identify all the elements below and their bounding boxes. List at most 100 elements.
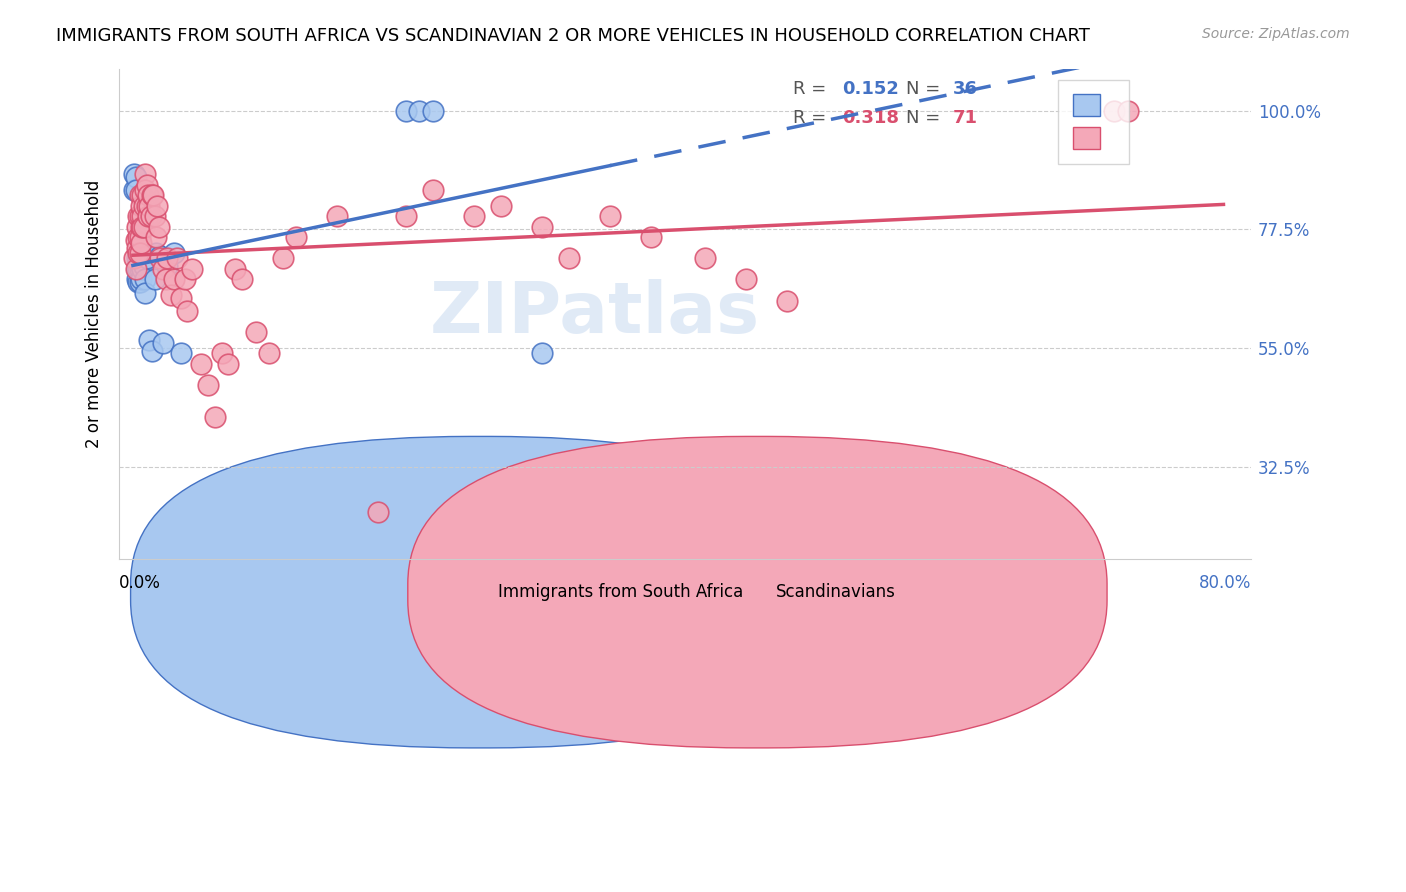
Point	[128, 230, 150, 244]
Point	[127, 275, 149, 289]
Point	[156, 260, 179, 274]
Point	[134, 183, 156, 197]
Point	[125, 262, 148, 277]
Text: N =: N =	[905, 109, 946, 127]
Point	[367, 505, 389, 519]
Point	[257, 346, 280, 360]
Point	[127, 252, 149, 266]
Point	[197, 378, 219, 392]
Point	[163, 246, 186, 260]
Point	[142, 188, 165, 202]
Point	[145, 246, 167, 260]
Point	[131, 209, 153, 223]
Point	[160, 288, 183, 302]
Point	[558, 252, 581, 266]
Legend: , : ,	[1059, 80, 1129, 164]
Point	[131, 262, 153, 277]
Point	[408, 103, 430, 118]
Point	[530, 346, 553, 360]
Point	[245, 325, 267, 339]
Point	[166, 252, 188, 266]
Point	[122, 252, 145, 266]
Point	[422, 103, 444, 118]
Point	[129, 260, 152, 274]
Point	[1116, 103, 1139, 118]
Text: R =: R =	[793, 80, 831, 98]
Point	[422, 183, 444, 197]
Text: ZIPatlas: ZIPatlas	[429, 279, 759, 348]
Point	[271, 252, 294, 266]
Point	[136, 188, 159, 202]
Point	[489, 199, 512, 213]
Point	[152, 335, 174, 350]
Point	[125, 272, 148, 286]
Point	[156, 252, 179, 266]
Point	[128, 246, 150, 260]
Text: 0.0%: 0.0%	[120, 574, 162, 591]
Text: 0.152: 0.152	[842, 80, 900, 98]
Text: Immigrants from South Africa: Immigrants from South Africa	[498, 583, 744, 601]
Point	[224, 262, 246, 277]
Text: 36: 36	[953, 80, 979, 98]
Point	[128, 188, 150, 202]
Point	[394, 103, 416, 118]
Text: R =: R =	[793, 109, 831, 127]
Point	[124, 233, 146, 247]
Point	[122, 183, 145, 197]
Point	[735, 272, 758, 286]
FancyBboxPatch shape	[131, 436, 830, 747]
Point	[124, 183, 146, 197]
Point	[127, 262, 149, 277]
Point	[138, 333, 160, 347]
Point	[135, 178, 157, 192]
Point	[124, 169, 146, 184]
Point	[326, 209, 349, 223]
Point	[141, 188, 163, 202]
FancyBboxPatch shape	[408, 436, 1107, 747]
Point	[141, 343, 163, 358]
Point	[122, 167, 145, 181]
Point	[138, 199, 160, 213]
Point	[190, 357, 212, 371]
Point	[599, 209, 621, 223]
Point	[134, 272, 156, 286]
Point	[129, 219, 152, 234]
Point	[776, 293, 799, 308]
Point	[180, 262, 202, 277]
Point	[132, 219, 155, 234]
Point	[152, 262, 174, 277]
Point	[132, 246, 155, 260]
Point	[128, 275, 150, 289]
Point	[127, 230, 149, 244]
Point	[143, 209, 166, 223]
Point	[129, 272, 152, 286]
Point	[136, 209, 159, 223]
Point	[129, 199, 152, 213]
Point	[146, 199, 169, 213]
Point	[285, 230, 308, 244]
Point	[125, 252, 148, 266]
Point	[127, 209, 149, 223]
Point	[231, 272, 253, 286]
Text: IMMIGRANTS FROM SOUTH AFRICA VS SCANDINAVIAN 2 OR MORE VEHICLES IN HOUSEHOLD COR: IMMIGRANTS FROM SOUTH AFRICA VS SCANDINA…	[56, 27, 1090, 45]
Point	[128, 209, 150, 223]
Point	[149, 249, 172, 263]
Point	[131, 219, 153, 234]
Point	[134, 285, 156, 300]
Point	[640, 230, 662, 244]
Point	[135, 199, 157, 213]
Point	[124, 262, 146, 277]
Point	[530, 219, 553, 234]
Point	[125, 241, 148, 255]
Point	[125, 219, 148, 234]
Point	[394, 209, 416, 223]
Point	[128, 262, 150, 277]
Point	[169, 346, 191, 360]
Point	[163, 272, 186, 286]
Point	[131, 246, 153, 260]
Point	[134, 167, 156, 181]
Point	[132, 199, 155, 213]
Point	[176, 304, 198, 318]
Point	[128, 246, 150, 260]
Point	[169, 291, 191, 305]
